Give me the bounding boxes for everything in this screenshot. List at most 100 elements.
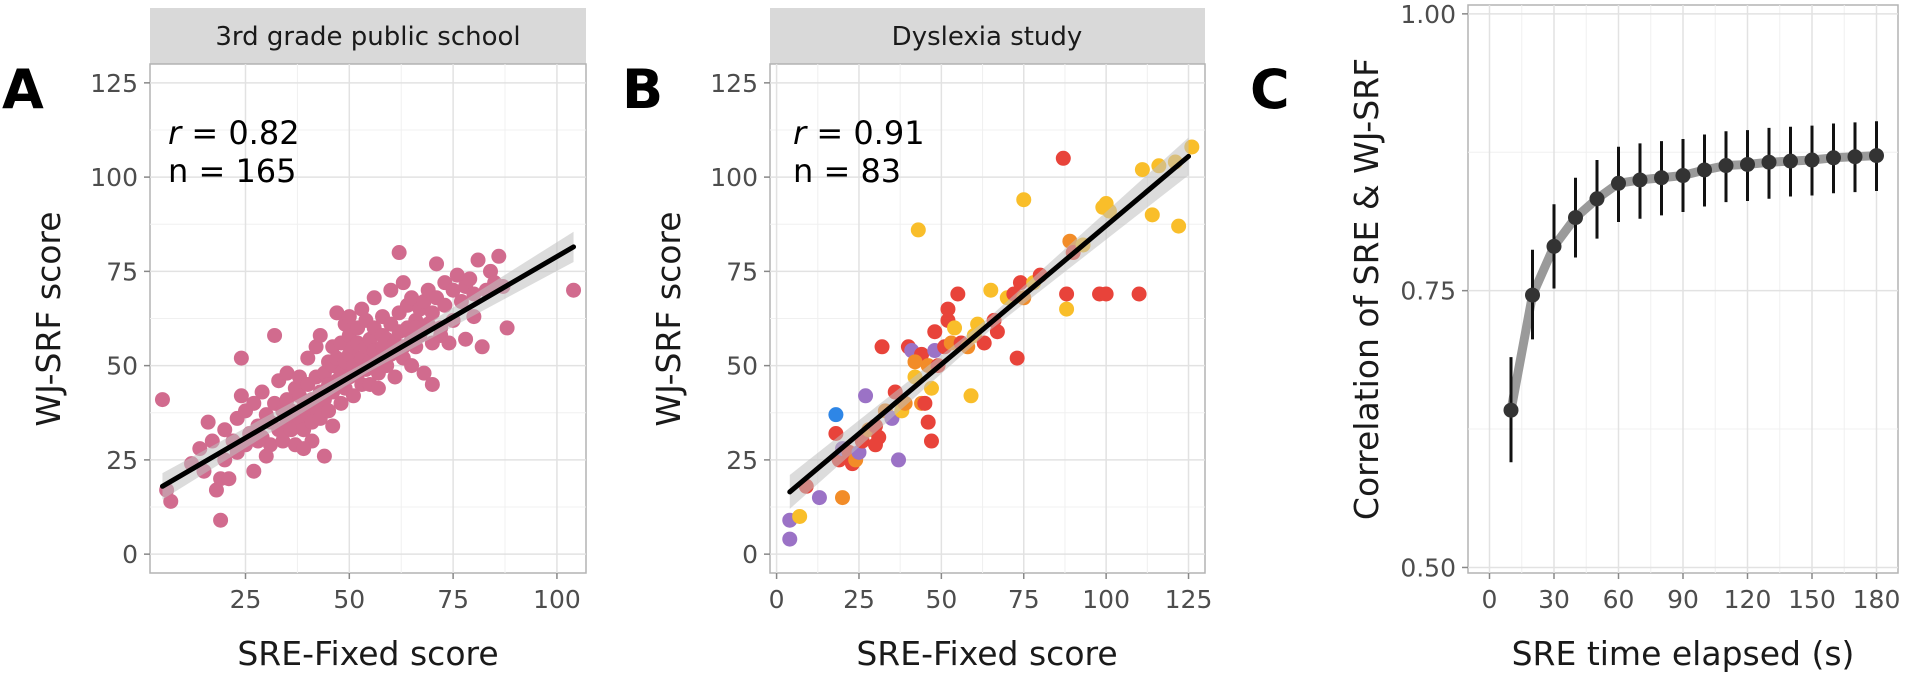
data-point	[950, 286, 966, 302]
data-point	[1009, 350, 1025, 366]
data-point	[233, 388, 249, 404]
data-point	[354, 301, 370, 317]
data-point	[154, 392, 170, 408]
data-point	[275, 433, 291, 449]
data-point	[1675, 168, 1691, 184]
data-point	[1525, 287, 1540, 303]
data-point	[404, 358, 420, 374]
panel-b-x-ticks: 0 25 50 75 100 125	[769, 573, 1212, 614]
y-tick-label: 125	[90, 69, 138, 98]
data-point	[1761, 154, 1777, 170]
data-point	[828, 407, 844, 423]
data-point	[329, 305, 345, 321]
data-point	[976, 335, 992, 351]
data-point	[404, 290, 420, 306]
panel-a-r-annotation: r = 0.82	[168, 114, 300, 152]
data-point	[333, 395, 349, 411]
data-point	[1632, 172, 1648, 188]
x-tick-label: 120	[1724, 585, 1772, 614]
panel-b-y-axis-title: WJ-SRF score	[649, 211, 688, 426]
x-tick-label: 100	[1082, 585, 1130, 614]
panel-a-strip-title: 3rd grade public school	[215, 22, 520, 52]
data-point	[1826, 150, 1841, 166]
panel-a-n-annotation: n = 165	[168, 152, 297, 190]
x-tick-label: 75	[437, 585, 469, 614]
panel-a-r-symbol: r	[168, 114, 183, 152]
data-point	[1503, 402, 1519, 418]
panel-a-x-axis-title: SRE-Fixed score	[237, 634, 498, 673]
panel-c-grid	[1468, 5, 1898, 573]
data-point	[262, 437, 278, 453]
data-point	[246, 395, 262, 411]
y-tick-label: 1.00	[1400, 0, 1456, 29]
data-point	[221, 471, 237, 487]
data-point	[858, 388, 874, 404]
y-tick-label: 75	[106, 257, 138, 286]
data-point	[792, 508, 808, 524]
y-tick-label: 0.75	[1400, 277, 1456, 306]
data-point	[462, 271, 478, 287]
data-point	[341, 309, 357, 325]
data-point	[917, 395, 933, 411]
panel-a-strip	[150, 8, 586, 64]
data-point	[424, 376, 440, 392]
y-tick-label: 50	[726, 352, 758, 381]
y-tick-label: 0	[742, 540, 758, 569]
data-point	[1055, 150, 1071, 166]
data-point	[316, 448, 332, 464]
panel-b-r-symbol: r	[793, 114, 808, 152]
data-point	[470, 252, 486, 268]
panel-b-x-axis-title: SRE-Fixed score	[856, 634, 1117, 673]
data-point	[429, 256, 445, 272]
data-point	[416, 365, 432, 381]
x-tick-label: 100	[533, 585, 581, 614]
data-point	[1171, 218, 1187, 234]
panel-a-r-value: = 0.82	[181, 114, 299, 152]
data-point	[920, 414, 936, 430]
data-point	[233, 350, 249, 366]
data-point	[867, 437, 883, 453]
x-tick-label: 60	[1603, 585, 1635, 614]
data-point	[254, 384, 270, 400]
y-tick-label: 25	[106, 446, 138, 475]
data-point	[482, 263, 498, 279]
data-point	[474, 339, 490, 355]
data-point	[1098, 286, 1114, 302]
data-point	[1131, 286, 1147, 302]
data-point	[366, 290, 382, 306]
data-point	[907, 354, 923, 370]
x-tick-label: 0	[769, 585, 785, 614]
data-point	[300, 350, 316, 366]
data-point	[1611, 175, 1626, 191]
data-point	[1059, 301, 1075, 317]
regression-line	[159, 244, 577, 489]
data-point	[963, 388, 979, 404]
data-point	[940, 301, 956, 317]
panel-c-y-ticks: 0.50 0.75 1.00	[1400, 0, 1468, 582]
data-point	[491, 248, 507, 264]
regression-line	[787, 153, 1192, 495]
x-tick-label: 0	[1482, 585, 1498, 614]
y-tick-label: 25	[726, 446, 758, 475]
data-point	[208, 482, 224, 498]
data-point	[811, 490, 827, 506]
data-point	[983, 282, 999, 298]
data-point	[923, 433, 939, 449]
data-point	[213, 512, 229, 528]
data-point	[267, 327, 283, 343]
x-tick-label: 90	[1667, 585, 1699, 614]
x-tick-label: 180	[1853, 585, 1901, 614]
data-point	[279, 365, 295, 381]
data-point	[383, 282, 399, 298]
panel-b-fit	[787, 137, 1192, 509]
data-point	[458, 331, 474, 347]
data-point	[437, 297, 453, 313]
data-point	[387, 369, 403, 385]
panel-c-x-axis-title: SRE time elapsed (s)	[1512, 634, 1855, 673]
x-tick-label: 75	[1008, 585, 1040, 614]
y-tick-label: 0.50	[1400, 553, 1456, 582]
data-point	[163, 493, 179, 509]
data-point	[416, 294, 432, 310]
data-point	[308, 339, 324, 355]
panel-a-fit	[159, 231, 577, 500]
